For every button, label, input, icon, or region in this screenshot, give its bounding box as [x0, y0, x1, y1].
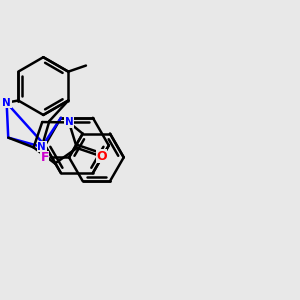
Text: N: N	[2, 98, 11, 108]
Text: N: N	[38, 142, 46, 152]
Text: N: N	[64, 117, 74, 128]
Text: F: F	[40, 151, 49, 164]
Text: O: O	[96, 150, 107, 163]
